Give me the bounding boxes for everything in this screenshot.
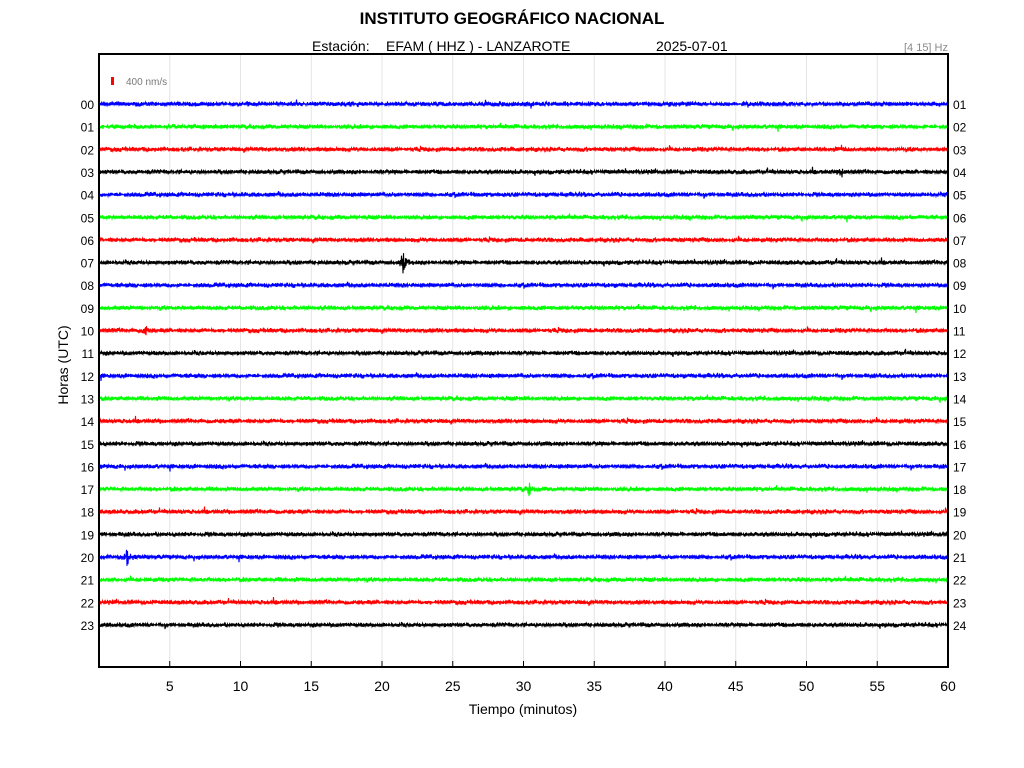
scale-bar <box>111 77 114 85</box>
left-hour-label: 16 <box>81 460 95 474</box>
left-hour-label: 06 <box>81 234 95 248</box>
left-hour-label: 10 <box>81 325 95 339</box>
x-tick-label: 40 <box>657 678 673 694</box>
trace-hour-15 <box>98 439 949 448</box>
station-name: EFAM ( HHZ ) - LANZAROTE <box>386 38 571 54</box>
x-tick-label: 10 <box>233 678 249 694</box>
left-hour-label: 11 <box>82 347 95 361</box>
right-hour-label: 02 <box>953 121 967 135</box>
left-hour-label: 13 <box>81 392 95 406</box>
x-tick-label: 30 <box>516 678 532 694</box>
right-hour-label: 15 <box>953 415 967 429</box>
date-label: 2025-07-01 <box>656 38 728 54</box>
right-hour-label: 13 <box>953 370 967 384</box>
left-hour-label: 18 <box>81 506 95 520</box>
x-tick-label: 50 <box>799 678 815 694</box>
trace-hour-06 <box>98 235 949 244</box>
trace-hour-07 <box>98 253 949 274</box>
left-hour-label: 15 <box>81 438 95 452</box>
scale-label: 400 nm/s <box>126 77 167 88</box>
right-hour-label: 10 <box>953 302 967 316</box>
trace-hour-03 <box>98 166 949 178</box>
trace-hour-19 <box>98 530 949 539</box>
trace-hour-11 <box>98 348 949 358</box>
right-hour-label: 07 <box>953 234 967 248</box>
grid <box>169 55 878 666</box>
right-hour-label: 06 <box>953 211 967 225</box>
axis-labels: 5 10 15 20 25 30 35 40 45 50 55 60 00 01 01 02 02 03 03 04 0… <box>81 98 967 694</box>
trace-hour-17 <box>98 482 949 497</box>
right-hour-label: 21 <box>953 551 967 565</box>
trace-hour-04 <box>98 190 949 199</box>
left-hour-label: 05 <box>81 211 95 225</box>
right-hour-label: 05 <box>953 189 967 203</box>
left-hour-label: 09 <box>81 302 95 316</box>
trace-hour-16 <box>98 462 949 472</box>
right-hour-label: 09 <box>953 279 967 293</box>
right-hour-label: 17 <box>953 460 967 474</box>
trace-hour-21 <box>98 575 949 584</box>
left-hour-label: 00 <box>81 98 95 112</box>
left-hour-label: 07 <box>81 257 95 271</box>
trace-hour-14 <box>98 415 949 425</box>
trace-hour-00 <box>98 99 949 109</box>
trace-hour-13 <box>98 394 949 403</box>
x-tick-label: 45 <box>728 678 744 694</box>
right-hour-label: 14 <box>953 392 967 406</box>
traces <box>98 99 949 630</box>
right-hour-label: 11 <box>953 325 966 339</box>
right-hour-label: 04 <box>953 166 967 180</box>
trace-hour-08 <box>98 281 949 290</box>
trace-hour-09 <box>98 303 949 314</box>
right-hour-label: 18 <box>953 483 967 497</box>
trace-hour-22 <box>98 597 949 607</box>
trace-hour-18 <box>98 506 949 516</box>
x-tick-label: 35 <box>586 678 602 694</box>
left-hour-label: 22 <box>81 596 95 610</box>
x-tick-label: 25 <box>445 678 461 694</box>
right-hour-label: 16 <box>953 438 967 452</box>
right-hour-label: 23 <box>953 596 967 610</box>
right-hour-label: 20 <box>953 528 967 542</box>
trace-hour-02 <box>98 144 949 153</box>
left-hour-label: 19 <box>81 528 95 542</box>
right-hour-label: 22 <box>953 574 967 588</box>
right-hour-label: 12 <box>953 347 967 361</box>
left-hour-label: 12 <box>81 370 95 384</box>
page-title: INSTITUTO GEOGRÁFICO NACIONAL <box>359 9 665 28</box>
right-hour-label: 01 <box>953 98 967 112</box>
x-tick-label: 60 <box>940 678 956 694</box>
filter-label: [4 15] Hz <box>903 42 948 54</box>
trace-hour-23 <box>98 621 949 630</box>
x-tick-label: 15 <box>303 678 319 694</box>
left-hour-label: 04 <box>81 189 95 203</box>
right-hour-label: 03 <box>953 143 967 157</box>
trace-hour-10 <box>98 326 949 336</box>
trace-hour-12 <box>98 372 949 382</box>
station-label: Estación: <box>312 38 370 54</box>
right-hour-label: 24 <box>953 619 967 633</box>
left-hour-label: 14 <box>81 415 95 429</box>
left-hour-label: 08 <box>81 279 95 293</box>
left-hour-label: 03 <box>81 166 95 180</box>
x-tick-label: 5 <box>166 678 174 694</box>
left-hour-label: 17 <box>81 483 95 497</box>
x-tick-label: 55 <box>869 678 885 694</box>
trace-hour-20 <box>98 549 949 566</box>
left-hour-label: 21 <box>81 574 95 588</box>
left-hour-label: 20 <box>81 551 95 565</box>
left-hour-label: 01 <box>81 121 95 135</box>
y-axis-label: Horas (UTC) <box>55 325 71 404</box>
x-tick-label: 20 <box>374 678 390 694</box>
right-hour-label: 08 <box>953 257 967 271</box>
trace-hour-05 <box>98 213 949 223</box>
right-hour-label: 19 <box>953 506 967 520</box>
left-hour-label: 02 <box>81 143 95 157</box>
left-hour-label: 23 <box>81 619 95 633</box>
trace-hour-01 <box>98 122 949 132</box>
x-axis-label: Tiempo (minutos) <box>469 701 577 717</box>
